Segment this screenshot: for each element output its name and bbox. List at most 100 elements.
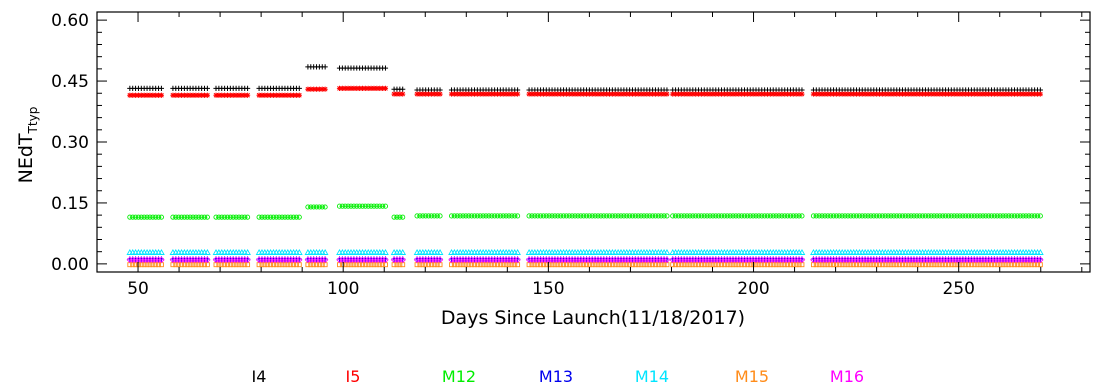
data-point	[357, 203, 363, 209]
data-point	[199, 214, 205, 220]
data-point	[535, 91, 541, 97]
data-point	[965, 91, 972, 97]
data-point	[830, 213, 837, 219]
data-point	[983, 213, 989, 219]
data-point	[693, 262, 699, 268]
data-point	[173, 214, 179, 220]
data-point	[526, 213, 532, 219]
data-point	[736, 213, 742, 219]
data-point	[216, 262, 222, 268]
data-point	[259, 262, 265, 268]
data-point	[460, 91, 466, 97]
data-point	[575, 213, 581, 219]
data-point	[216, 214, 222, 220]
data-point	[342, 262, 348, 268]
data-point	[627, 213, 633, 219]
data-point	[888, 262, 894, 268]
data-point	[288, 262, 294, 268]
data-point	[569, 262, 575, 268]
data-point	[822, 91, 828, 97]
data-point	[434, 213, 440, 219]
data-point	[354, 262, 360, 268]
data-point	[793, 262, 799, 268]
data-point	[382, 203, 389, 209]
data-point	[222, 92, 228, 98]
data-point	[428, 262, 434, 268]
data-point	[658, 213, 664, 219]
data-point	[798, 248, 806, 255]
data-point	[308, 204, 314, 210]
data-point	[268, 262, 274, 268]
data-point	[282, 214, 288, 220]
data-point	[638, 262, 644, 268]
data-point	[184, 214, 190, 220]
data-point	[316, 86, 322, 92]
data-point	[974, 213, 980, 219]
data-point	[612, 213, 618, 219]
data-point	[615, 91, 621, 97]
data-point	[713, 213, 719, 219]
data-point	[911, 262, 917, 268]
data-point	[1020, 213, 1026, 219]
data-point	[288, 214, 294, 220]
data-point	[687, 213, 693, 219]
data-point	[908, 91, 914, 97]
data-point	[227, 262, 233, 268]
data-point	[836, 91, 842, 97]
data-point	[762, 91, 768, 97]
data-point	[661, 213, 667, 219]
data-point	[515, 213, 521, 219]
data-point	[902, 213, 908, 219]
data-point	[296, 256, 303, 264]
data-point	[879, 213, 885, 219]
data-point	[581, 262, 587, 268]
data-point	[150, 262, 156, 268]
data-point	[968, 262, 974, 268]
data-point	[655, 91, 661, 97]
data-point	[1023, 91, 1029, 97]
data-point	[244, 248, 251, 255]
data-point	[227, 214, 233, 220]
data-point	[621, 213, 627, 219]
data-point	[609, 91, 615, 97]
data-point	[816, 91, 822, 97]
data-point	[928, 213, 934, 219]
data-point	[342, 85, 348, 91]
data-point	[236, 92, 242, 98]
data-point	[785, 262, 791, 268]
data-point	[202, 262, 207, 268]
data-point	[296, 85, 302, 91]
data-point	[695, 91, 702, 97]
data-point	[463, 213, 469, 219]
data-point	[612, 91, 618, 97]
data-point	[457, 213, 463, 219]
data-point	[187, 262, 193, 268]
data-point	[400, 91, 406, 97]
data-point	[974, 262, 980, 268]
data-point	[535, 262, 541, 268]
data-point	[583, 91, 590, 97]
data-point	[900, 262, 905, 268]
data-point	[663, 256, 671, 264]
data-point	[230, 262, 236, 268]
data-point	[983, 91, 989, 97]
data-point	[773, 262, 779, 268]
data-point	[747, 262, 753, 268]
data-point	[724, 91, 730, 97]
data-point	[560, 91, 567, 97]
data-point	[724, 213, 730, 219]
data-point	[543, 91, 549, 97]
data-point	[980, 91, 986, 97]
legend: I4 I5 M12 M13 M14 M15 M16	[252, 367, 865, 386]
data-point	[825, 262, 831, 268]
data-point	[1032, 262, 1038, 268]
data-point	[942, 91, 949, 97]
data-point	[727, 91, 733, 97]
data-point	[213, 262, 219, 268]
data-point	[833, 262, 839, 268]
data-point	[986, 91, 992, 97]
data-point	[733, 91, 739, 97]
data-point	[572, 262, 578, 268]
data-point	[1029, 262, 1035, 268]
data-point	[426, 262, 431, 268]
